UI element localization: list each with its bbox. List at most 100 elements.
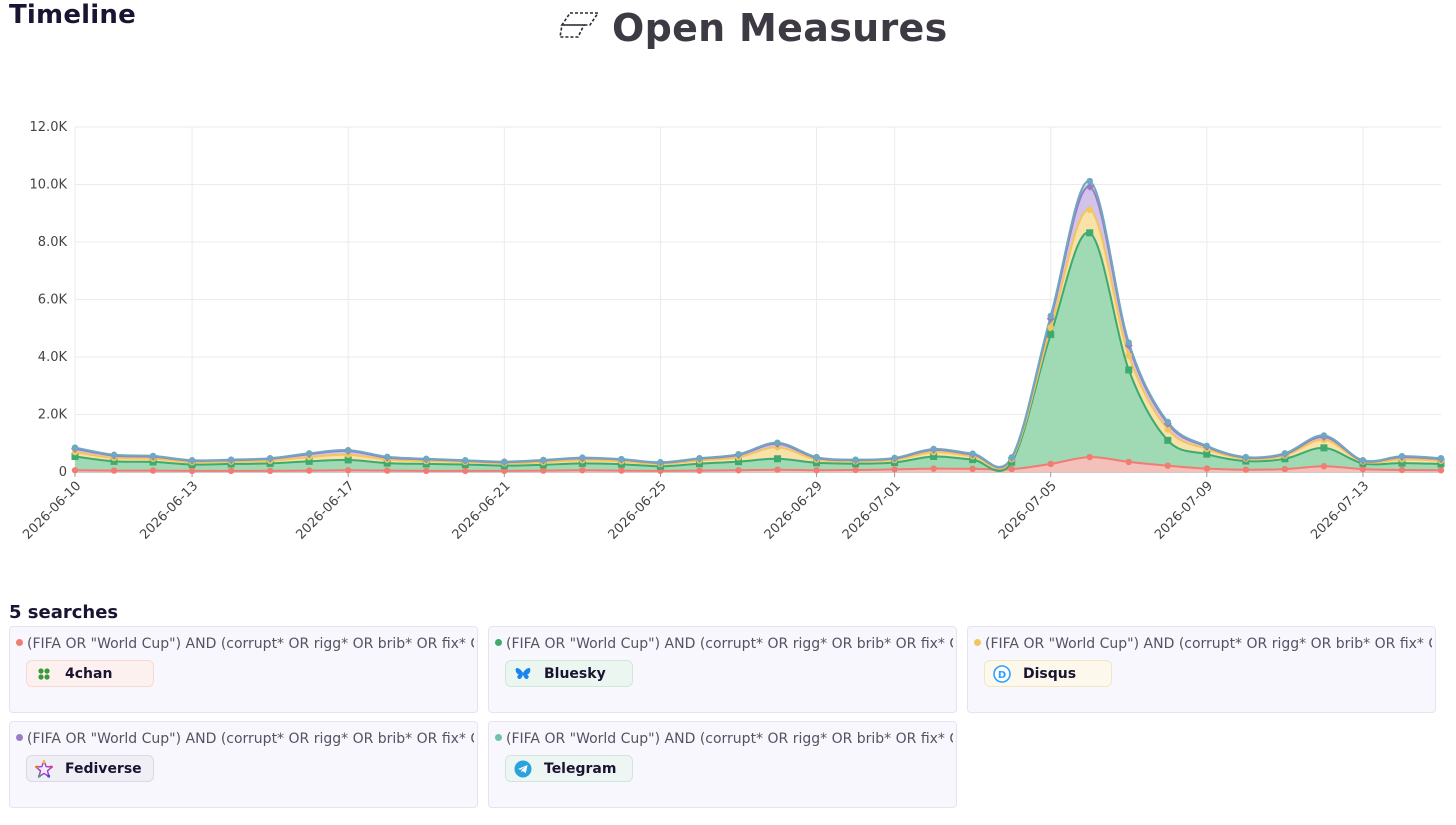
data-point	[1085, 182, 1094, 191]
data-point	[1047, 460, 1054, 468]
data-point	[1164, 462, 1172, 469]
data-point	[501, 467, 508, 475]
series-area	[75, 186, 1441, 472]
data-point	[618, 455, 625, 463]
y-tick-label: 10.0K	[30, 178, 68, 193]
data-point	[1125, 339, 1132, 346]
data-point	[1320, 463, 1328, 470]
search-card[interactable]: (FIFA OR "World Cup") AND (corrupt* OR r…	[488, 721, 957, 808]
brand[interactable]: Open Measures	[558, 6, 948, 50]
data-point	[735, 467, 742, 474]
data-point	[1398, 466, 1406, 474]
search-query: (FIFA OR "World Cup") AND (corrupt* OR r…	[972, 636, 1432, 652]
data-point	[1203, 450, 1211, 458]
search-card[interactable]: (FIFA OR "World Cup") AND (corrupt* OR r…	[9, 721, 478, 808]
search-query-text: (FIFA OR "World Cup") AND (corrupt* OR r…	[27, 636, 474, 652]
y-tick-label: 8.0K	[38, 235, 68, 250]
data-point	[1242, 453, 1250, 461]
data-point	[1008, 465, 1015, 473]
data-point	[1203, 465, 1211, 472]
4chan-clover-icon	[35, 665, 53, 683]
data-point	[266, 455, 274, 462]
data-point	[1320, 444, 1328, 452]
series-color-dot	[16, 639, 23, 646]
x-tick-label: 2026-06-21	[450, 479, 514, 543]
series-area	[75, 180, 1441, 473]
data-point	[657, 459, 664, 466]
data-point	[696, 467, 703, 474]
timeline-chart[interactable]: 0 2.0K 4.0K 6.0K 8.0K 10.0K 12.0K 2026-06-10 202…	[0, 100, 1456, 555]
data-point	[540, 456, 547, 464]
data-point	[1125, 458, 1132, 466]
search-card[interactable]: (FIFA OR "World Cup") AND (corrupt* OR r…	[967, 626, 1436, 713]
data-point	[384, 467, 391, 474]
data-point	[266, 467, 274, 475]
source-chip-bluesky[interactable]: Bluesky	[505, 660, 633, 687]
brand-name: Open Measures	[612, 6, 948, 50]
series-line	[74, 208, 1442, 470]
source-name: Bluesky	[544, 665, 606, 682]
source-chip-telegram[interactable]: Telegram	[505, 755, 633, 782]
data-point	[774, 466, 781, 473]
x-tick-label: 2026-06-13	[137, 479, 201, 543]
series-area	[75, 232, 1441, 472]
open-measures-logo-icon	[558, 9, 602, 47]
x-tick-label: 2026-07-13	[1308, 479, 1372, 543]
searches-count: 5 searches	[9, 602, 119, 623]
series-area	[75, 209, 1441, 472]
y-tick-label: 4.0K	[38, 350, 68, 365]
series-line	[74, 185, 1442, 469]
data-point	[969, 456, 977, 464]
data-point	[1320, 432, 1328, 439]
search-query-text: (FIFA OR "World Cup") AND (corrupt* OR r…	[506, 731, 953, 747]
disqus-d-icon: D	[993, 664, 1011, 683]
data-point	[110, 451, 118, 458]
data-point	[344, 456, 352, 464]
data-point	[1203, 442, 1211, 450]
data-point	[384, 453, 391, 460]
data-point	[1164, 436, 1172, 444]
data-point	[579, 454, 586, 461]
search-query-text: (FIFA OR "World Cup") AND (corrupt* OR r…	[27, 731, 474, 747]
data-point	[969, 450, 976, 457]
data-point	[1359, 465, 1367, 473]
data-point	[1398, 452, 1406, 460]
series-line	[74, 180, 1442, 468]
source-name: Disqus	[1023, 665, 1077, 682]
search-card[interactable]: (FIFA OR "World Cup") AND (corrupt* OR r…	[488, 626, 957, 713]
data-point	[71, 444, 79, 451]
y-tick-label: 12.0K	[30, 120, 68, 135]
series-line	[74, 231, 1442, 472]
data-point	[579, 467, 586, 474]
data-point	[969, 465, 976, 473]
y-tick-label: 2.0K	[38, 408, 68, 423]
data-point	[71, 452, 79, 460]
source-chip-disqus[interactable]: D Disqus	[984, 660, 1112, 687]
data-point	[462, 467, 469, 475]
data-point	[1125, 352, 1132, 359]
source-chip-fediverse[interactable]: Fediverse	[26, 755, 154, 782]
search-query: (FIFA OR "World Cup") AND (corrupt* OR r…	[14, 636, 474, 652]
data-point	[305, 467, 313, 474]
data-point	[1281, 450, 1289, 457]
data-point	[1086, 229, 1094, 237]
bluesky-butterfly-icon	[514, 665, 532, 683]
data-point	[891, 466, 898, 473]
search-card[interactable]: (FIFA OR "World Cup") AND (corrupt* OR r…	[9, 626, 478, 713]
source-chip-4chan[interactable]: 4chan	[26, 660, 154, 687]
data-point	[423, 455, 430, 462]
data-point	[1437, 467, 1445, 474]
data-point	[345, 446, 352, 454]
source-name: Telegram	[544, 760, 617, 777]
source-name: 4chan	[65, 665, 113, 682]
data-point	[774, 439, 781, 446]
data-point	[540, 467, 547, 474]
data-point	[774, 455, 782, 463]
data-point	[1398, 459, 1406, 467]
data-point	[1281, 465, 1289, 473]
data-point	[149, 467, 157, 474]
series-color-dot	[16, 734, 23, 741]
data-point	[1086, 453, 1093, 461]
fediverse-star-icon	[35, 759, 53, 778]
data-point	[1164, 426, 1172, 433]
